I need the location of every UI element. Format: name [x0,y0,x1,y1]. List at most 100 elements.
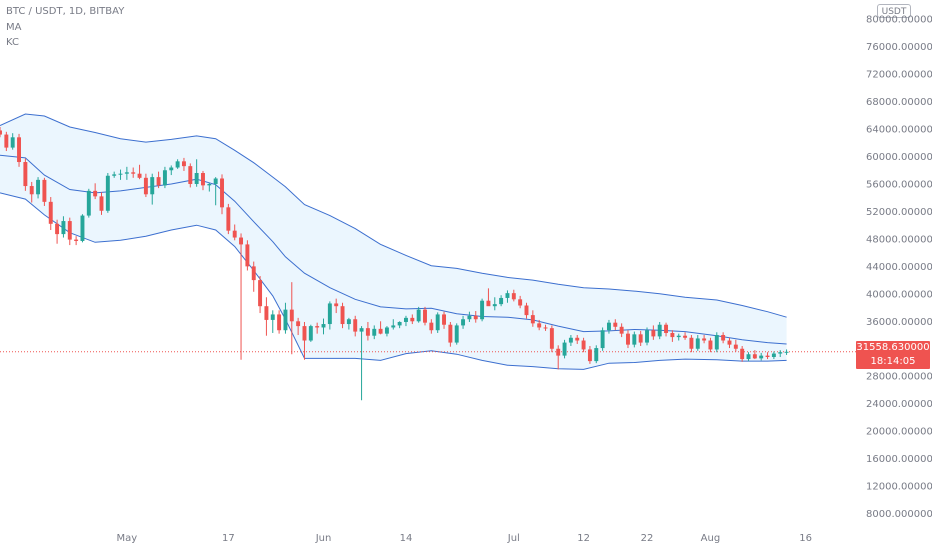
candle-countdown: 18:14:05 [870,356,916,367]
y-tick-label: 16000.000000 [866,454,932,465]
candle-body [353,319,358,332]
candle-body [397,321,402,326]
candle-body [188,166,193,184]
y-tick-label: 80000.000000 [866,15,932,26]
candle-body [10,137,15,148]
x-tick-label: 17 [222,533,235,544]
candle-body [740,348,745,360]
candle-body [454,325,459,343]
candle-body [239,237,244,245]
candle-body [232,230,237,238]
candle-body [606,322,611,331]
candle-body [0,130,2,135]
candle-body [80,215,85,241]
candle-body [118,173,123,175]
indicator-kc-label[interactable]: KC [6,37,19,48]
candle-body [359,328,364,332]
candle-body [365,328,370,336]
y-tick-label: 68000.000000 [866,97,932,108]
kc-upper-line [0,113,787,318]
candle-body [277,314,282,331]
candle-body [689,337,694,349]
candle-body [42,179,47,202]
candle-body [600,330,605,349]
kc-lower-line [0,192,787,370]
candle-body [251,266,256,281]
candle-body [220,178,224,208]
candle-body [270,314,275,320]
candle-body [131,172,136,174]
candle-body [657,324,662,337]
candle-body [264,306,269,320]
candle-body [448,324,453,343]
candle-body [181,161,186,167]
candle-body [645,330,649,343]
candle-body [296,321,301,327]
x-tick-label: 14 [400,533,413,544]
x-tick-label: 16 [799,533,812,544]
candle-body [162,170,167,186]
candle-body [784,351,789,353]
x-tick-label: 12 [577,533,590,544]
candle-body [416,309,421,322]
candle-body [461,319,466,326]
candle-body [302,326,307,341]
y-tick-label: 24000.000000 [866,399,932,410]
indicator-ma-label[interactable]: MA [6,22,22,33]
candle-body [695,338,700,349]
candle-body [207,183,212,186]
candle-body [486,300,491,307]
candle-body [423,309,427,323]
candle-body [581,340,586,350]
candle-body [384,327,389,334]
candle-body [670,332,675,338]
candle-body [321,324,326,328]
candle-body [499,297,504,305]
y-tick-label: 44000.000000 [866,262,932,273]
candle-body [308,326,313,341]
y-tick-label: 8000.000000 [866,509,932,520]
candle-body [93,190,98,197]
currency-badge[interactable]: USDT [877,4,911,18]
last-price-tag: 31558.630000 18:14:05 [856,341,930,369]
y-tick-label: 64000.000000 [866,125,932,136]
candle-body [112,174,117,176]
candle-body [651,330,656,337]
candle-body [435,314,440,331]
candle-body [410,317,415,322]
candle-body [258,280,263,307]
candle-body [518,299,523,306]
y-tick-label: 76000.000000 [866,42,932,53]
y-tick-label: 40000.000000 [866,289,932,300]
candle-body [315,326,320,328]
candle-body [759,355,764,359]
candle-body [721,335,726,341]
candle-body [226,207,231,231]
y-tick-label: 72000.000000 [866,70,932,81]
candle-body [733,344,738,349]
candle-body [543,327,548,329]
candle-body [613,322,618,327]
candle-body [594,348,599,362]
candle-body [137,173,142,178]
candle-body [429,322,434,331]
y-tick-label: 52000.000000 [866,207,932,218]
candle-body [676,335,681,338]
x-tick-label: Jul [507,533,520,544]
x-tick-label: 22 [641,533,654,544]
candle-body [575,337,580,341]
symbol-title[interactable]: BTC / USDT, 1D, BITBAY [6,6,125,17]
candle-body [36,179,41,195]
candle-body [568,337,573,343]
candle-body [492,304,497,307]
y-tick-label: 48000.000000 [866,234,932,245]
candle-body [17,137,21,163]
y-tick-label: 20000.000000 [866,427,932,438]
candle-body [169,167,174,171]
candle-body [587,349,592,362]
candle-body [727,340,732,345]
candle-body [67,221,72,240]
candle-body [143,177,148,195]
